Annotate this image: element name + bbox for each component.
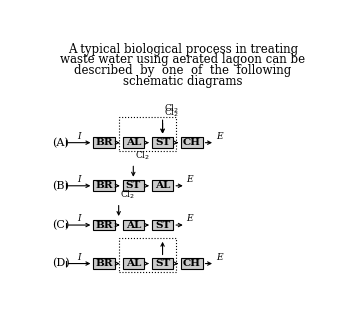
Text: schematic diagrams: schematic diagrams [123,75,243,88]
Text: I: I [77,132,80,141]
Bar [122,180,144,191]
Text: described  by  one  of  the  following: described by one of the following [74,64,292,77]
Text: BR: BR [95,181,113,190]
Bar [152,220,174,230]
Text: ST: ST [155,220,170,230]
Text: Cl$_2$: Cl$_2$ [164,102,179,115]
Text: AL: AL [126,138,141,147]
Text: (A): (A) [52,138,69,148]
Bar [152,180,174,191]
Bar [120,117,176,151]
Bar [181,137,203,148]
Text: Cl$_2$: Cl$_2$ [164,106,179,119]
Text: I: I [77,214,80,223]
Bar [122,220,144,230]
Bar [122,258,144,269]
Text: A typical biological process in treating: A typical biological process in treating [68,42,298,56]
Bar [120,238,176,272]
Text: I: I [77,175,80,184]
Text: waste water using aerated lagoon can be: waste water using aerated lagoon can be [60,53,306,66]
Text: E: E [216,132,222,141]
Text: E: E [186,214,193,223]
Text: (C): (C) [52,220,69,230]
Bar [93,180,115,191]
Bar [122,137,144,148]
Text: ST: ST [155,259,170,268]
Bar [93,137,115,148]
Text: I: I [77,253,80,262]
Text: AL: AL [126,259,141,268]
Bar [93,258,115,269]
Text: CH: CH [183,259,201,268]
Text: CH: CH [183,138,201,147]
Text: (D): (D) [52,258,69,269]
Text: BR: BR [95,259,113,268]
Text: E: E [216,253,222,262]
Text: BR: BR [95,138,113,147]
Text: ST: ST [126,181,141,190]
Text: BR: BR [95,220,113,230]
Bar [152,258,174,269]
Text: ST: ST [155,138,170,147]
Text: (B): (B) [52,181,69,191]
Text: AL: AL [126,220,141,230]
Text: Cl$_2$: Cl$_2$ [135,149,150,162]
Bar [93,220,115,230]
Bar [152,137,174,148]
Text: AL: AL [155,181,170,190]
Text: Cl$_2$: Cl$_2$ [120,189,135,201]
Text: E: E [186,175,193,184]
Bar [181,258,203,269]
